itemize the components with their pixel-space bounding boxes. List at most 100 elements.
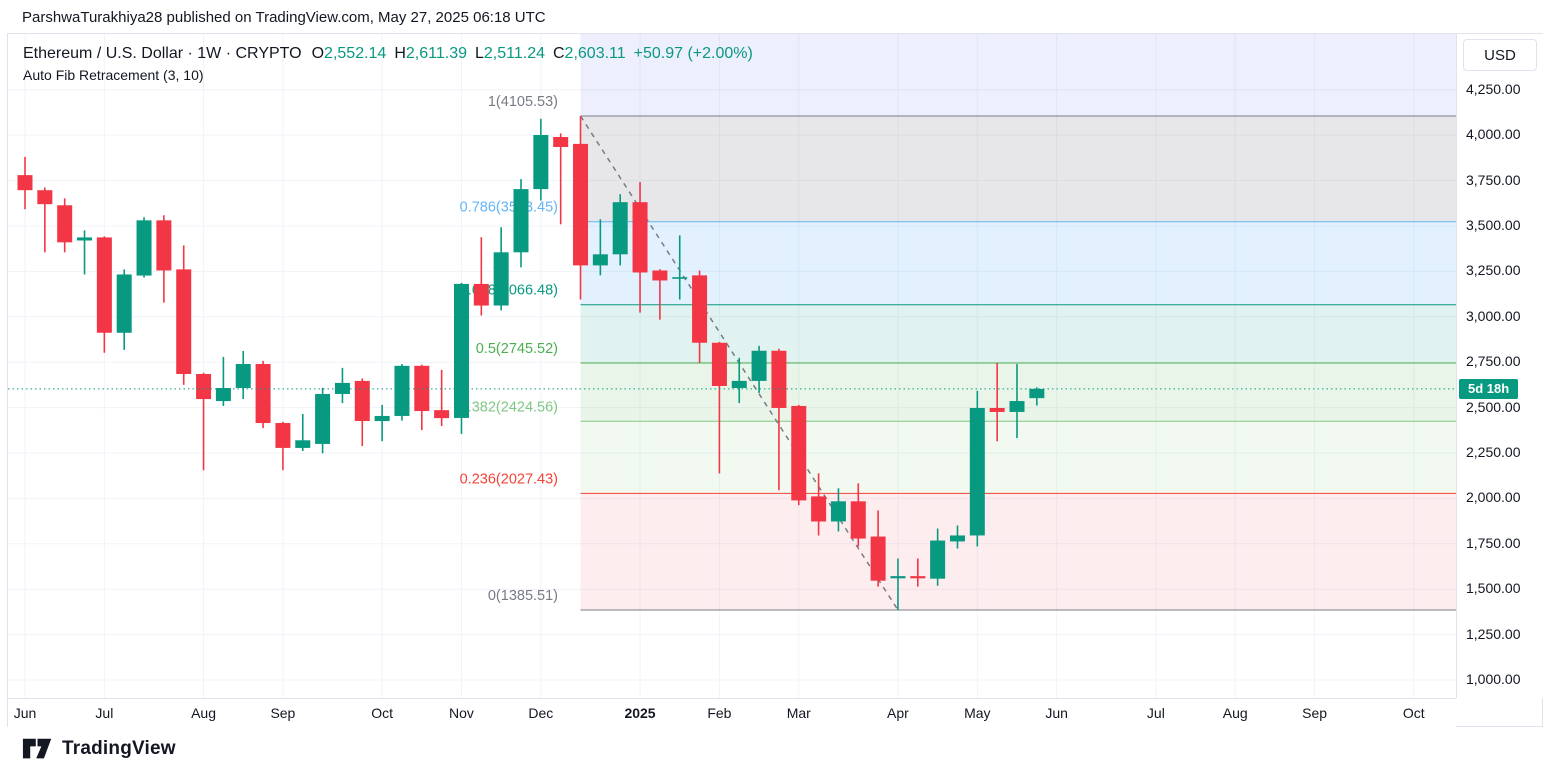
candle: [652, 269, 668, 320]
price-chart-canvas[interactable]: 1(4105.53)0.786(3523.45)0.618(3066.48)0.…: [8, 34, 1456, 698]
price-tick-label: 4,250.00: [1466, 80, 1521, 97]
price-tick-label: 1,000.00: [1466, 671, 1521, 688]
candle: [116, 269, 132, 350]
candle: [533, 118, 549, 201]
time-axis-label: Sep: [270, 705, 296, 721]
candle: [771, 348, 787, 491]
footer: TradingView: [22, 733, 176, 765]
candle: [77, 230, 93, 275]
candle: [394, 364, 410, 421]
candle: [573, 116, 589, 300]
candle: [592, 219, 608, 276]
candle: [711, 341, 727, 474]
price-tick-label: 1,500.00: [1466, 580, 1521, 597]
candle: [315, 387, 331, 454]
price-tick-label: 2,500.00: [1466, 398, 1521, 415]
candle: [949, 525, 965, 549]
fib-level-label: 0.786(3523.45): [460, 200, 558, 216]
candle: [513, 179, 529, 268]
time-axis-label: Apr: [887, 705, 909, 721]
candle: [910, 558, 926, 587]
candle: [453, 282, 469, 434]
fib-band: [580, 421, 1456, 494]
candle: [17, 156, 33, 210]
candle: [890, 558, 906, 611]
candle: [275, 421, 291, 471]
time-axis-label: Jul: [1146, 705, 1165, 721]
price-tick-label: 3,250.00: [1466, 262, 1521, 279]
candle: [1029, 387, 1045, 406]
candle: [493, 227, 509, 311]
usd-button[interactable]: USD: [1463, 39, 1537, 71]
candle: [473, 237, 489, 316]
price-tick-label: 3,750.00: [1466, 171, 1521, 188]
time-axis-label: Nov: [449, 705, 474, 721]
candle: [255, 360, 271, 429]
price-tick-label: 1,250.00: [1466, 625, 1521, 642]
candle: [731, 357, 747, 404]
candle: [791, 404, 807, 506]
candle: [612, 194, 628, 266]
fib-band: [580, 116, 1456, 222]
candle: [57, 198, 73, 253]
fib-band: [580, 304, 1456, 364]
time-axis-label: Jul: [95, 705, 114, 721]
candle: [354, 378, 370, 447]
fib-level-label: 0.236(2027.43): [460, 471, 558, 487]
fib-level-label: 0(1385.51): [488, 588, 558, 604]
tradingview-logo-icon: [22, 738, 52, 759]
candle: [870, 510, 886, 587]
time-axis-label: Aug: [1222, 705, 1248, 721]
fib-band: [580, 493, 1456, 611]
time-axis-label: 2025: [624, 705, 656, 721]
candle: [553, 133, 569, 225]
chart-plot-area[interactable]: 1(4105.53) 0.786(3523.45) 0.618(3066.48) 0.…: [8, 34, 1456, 698]
fib-band: [580, 363, 1456, 422]
time-axis-label: Aug: [191, 705, 216, 721]
candle: [37, 187, 53, 253]
time-axis-label: Oct: [371, 705, 393, 721]
time-axis-label: Dec: [528, 705, 554, 721]
time-axis-label: Oct: [1402, 705, 1425, 721]
brand-name: TradingView: [62, 738, 176, 759]
fib-level-label: 1(4105.53): [488, 94, 558, 110]
candle: [334, 367, 350, 404]
price-tick-label: 1,750.00: [1466, 534, 1521, 551]
fib-band: [580, 34, 1456, 116]
price-tick-label: 2,750.00: [1466, 353, 1521, 370]
fib-level-label: 0.382(2424.56): [460, 399, 558, 415]
price-tick-label: 3,500.00: [1466, 216, 1521, 233]
price-tick-label: 2,000.00: [1466, 489, 1521, 506]
candle: [414, 364, 430, 431]
candle: [136, 217, 152, 278]
candle: [196, 372, 212, 471]
fib-level-label: 0.5(2745.52): [476, 341, 558, 357]
candle: [811, 473, 827, 536]
time-axis-label: Sep: [1302, 705, 1328, 721]
price-tick-label: 2,250.00: [1466, 444, 1521, 460]
price-axis[interactable]: USD 5d 18h 4,250.00 4,000.00 3,750.00 3,500…: [1456, 34, 1543, 698]
candle: [434, 369, 450, 427]
time-axis-label: Feb: [707, 705, 732, 721]
time-axis-label: Jun: [1045, 705, 1068, 721]
candle: [969, 390, 985, 547]
tradingview-logo[interactable]: TradingView: [22, 737, 176, 761]
candle: [632, 182, 648, 313]
candle: [930, 528, 946, 586]
price-tick-label: 3,000.00: [1466, 307, 1521, 324]
candle: [830, 488, 846, 532]
published-bar: ParshwaTurakhiya28 published on TradingV…: [22, 9, 546, 26]
candle: [1009, 364, 1025, 439]
time-axis[interactable]: Jun Jul Aug Sep Oct Nov Dec 2025 Feb Mar Apr May Jun…: [8, 698, 1456, 727]
time-axis-label: May: [964, 705, 991, 721]
candle: [850, 483, 866, 547]
candle: [96, 236, 112, 353]
candle: [156, 215, 172, 303]
price-tick-label: 4,000.00: [1466, 126, 1521, 143]
chart-widget: 1(4105.53) 0.786(3523.45) 0.618(3066.48) 0.…: [7, 33, 1543, 727]
time-axis-label: Mar: [786, 705, 811, 721]
candle: [374, 404, 390, 442]
fib-band: [580, 221, 1456, 305]
candle: [989, 363, 1005, 442]
